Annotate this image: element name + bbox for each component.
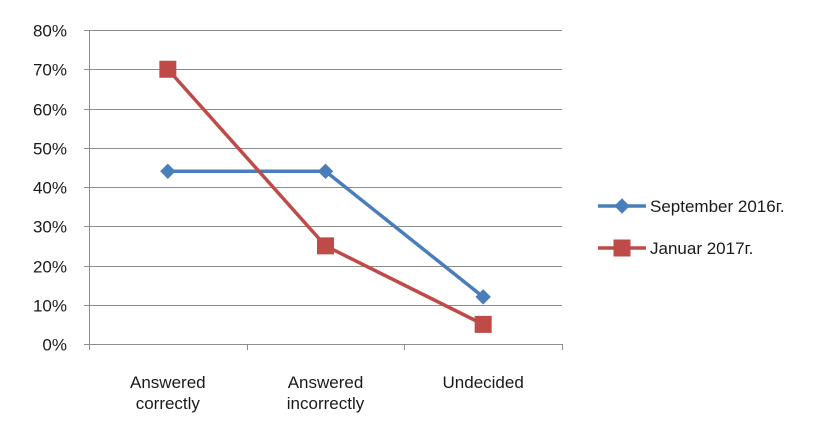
y-tick-label: 50%: [33, 140, 67, 159]
series: [159, 60, 492, 333]
y-tick-label: 60%: [33, 101, 67, 120]
legend-entry: September 2016г.: [598, 197, 785, 216]
y-tick-label: 30%: [33, 218, 67, 237]
x-tick-label: Answered correctly: [130, 373, 206, 413]
data-point: [159, 60, 177, 78]
series-2: [159, 60, 492, 333]
legend: September 2016г. Januar 2017г.: [598, 197, 785, 258]
data-point: [475, 289, 491, 305]
series-line: [166, 68, 484, 326]
x-tick-label: Answered incorrectly: [287, 373, 365, 413]
series-1: [160, 163, 491, 305]
y-tick-label: 40%: [33, 179, 67, 198]
series-line: [167, 169, 485, 299]
y-tick-label: 10%: [33, 297, 67, 316]
legend-label: Januar 2017г.: [650, 239, 753, 258]
data-point: [160, 163, 176, 180]
y-tick-label: 20%: [33, 258, 67, 277]
data-point: [613, 239, 631, 257]
data-point: [317, 163, 334, 180]
x-tick-labels: Answered correctly Answered incorrectly Unde…: [130, 373, 524, 413]
data-point: [614, 198, 630, 214]
y-tick-label: 80%: [33, 22, 67, 41]
y-tick-label: 0%: [42, 336, 67, 355]
data-point: [317, 237, 334, 255]
y-tick-labels: 0% 10% 20% 30% 40% 50% 60% 70% 80%: [33, 22, 67, 355]
legend-entry: Januar 2017г.: [598, 239, 753, 258]
legend-label: September 2016г.: [650, 197, 785, 216]
axes: [84, 30, 563, 350]
y-tick-label: 70%: [33, 61, 67, 80]
x-tick-label: Undecided: [443, 373, 524, 392]
data-point: [474, 315, 492, 333]
